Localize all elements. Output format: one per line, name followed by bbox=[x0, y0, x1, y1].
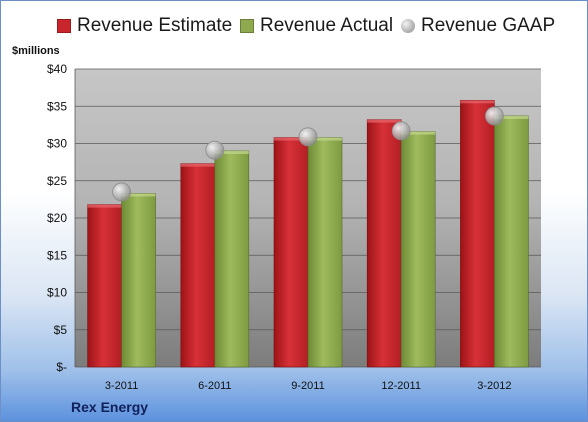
x-tick-label: 9-2011 bbox=[291, 380, 324, 392]
y-tick-label: $15 bbox=[47, 248, 67, 262]
bar-revenue-actual bbox=[400, 131, 436, 368]
y-tick-label: $10 bbox=[47, 286, 67, 300]
y-tick-label: $30 bbox=[47, 137, 67, 151]
bar-revenue-actual bbox=[307, 137, 343, 368]
x-tick-label: 3-2012 bbox=[477, 380, 511, 392]
y-axis-unit-label: $millions bbox=[12, 45, 60, 57]
y-tick-label: $20 bbox=[47, 211, 67, 225]
legend-swatch-estimate bbox=[57, 19, 71, 33]
bar-revenue-estimate bbox=[273, 137, 309, 368]
legend-item-gaap: Revenue GAAP bbox=[401, 15, 555, 37]
bar-revenue-actual bbox=[121, 193, 156, 368]
marker-revenue-gaap bbox=[391, 121, 411, 141]
bar-top-highlight bbox=[494, 115, 529, 119]
legend-marker-gaap bbox=[401, 19, 415, 33]
bar-top-highlight bbox=[367, 119, 402, 123]
bar-top-highlight bbox=[180, 163, 215, 167]
bar-top-highlight bbox=[274, 137, 308, 141]
bar-revenue-actual bbox=[494, 115, 529, 368]
bar-top-highlight bbox=[401, 131, 436, 135]
legend-label-estimate: Revenue Estimate bbox=[77, 15, 233, 36]
y-tick-label: $25 bbox=[47, 174, 67, 188]
company-name: Rex Energy bbox=[71, 399, 149, 415]
x-tick-label: 3-2011 bbox=[105, 380, 138, 392]
legend-item-estimate: Revenue Estimate bbox=[57, 15, 232, 37]
bar-revenue-estimate bbox=[180, 163, 216, 368]
bar-top-highlight bbox=[214, 150, 249, 154]
bar-revenue-estimate bbox=[460, 99, 495, 368]
bar-top-highlight bbox=[308, 137, 342, 141]
bar-revenue-estimate bbox=[366, 119, 402, 368]
marker-revenue-gaap bbox=[112, 182, 131, 202]
bar-revenue-estimate bbox=[87, 204, 122, 368]
bar-revenue-actual bbox=[214, 150, 250, 368]
legend: Revenue Estimate Revenue Actual Revenue … bbox=[1, 15, 587, 41]
x-tick-label: 12-2011 bbox=[381, 380, 421, 392]
legend-label-actual: Revenue Actual bbox=[260, 15, 394, 36]
x-tick-label: 6-2011 bbox=[198, 380, 231, 392]
legend-swatch-actual bbox=[240, 19, 254, 33]
legend-item-actual: Revenue Actual bbox=[240, 15, 393, 37]
bar-top-highlight bbox=[460, 100, 495, 104]
legend-label-gaap: Revenue GAAP bbox=[421, 15, 556, 36]
marker-revenue-gaap bbox=[484, 106, 504, 126]
y-tick-label: $35 bbox=[47, 99, 67, 113]
marker-revenue-gaap bbox=[205, 140, 225, 160]
bar-top-highlight bbox=[87, 204, 122, 208]
marker-revenue-gaap bbox=[298, 127, 318, 147]
y-tick-label: $5 bbox=[54, 323, 68, 337]
y-tick-label: $40 bbox=[47, 62, 67, 76]
y-tick-label: $- bbox=[56, 360, 67, 374]
bar-top-highlight bbox=[121, 193, 156, 197]
